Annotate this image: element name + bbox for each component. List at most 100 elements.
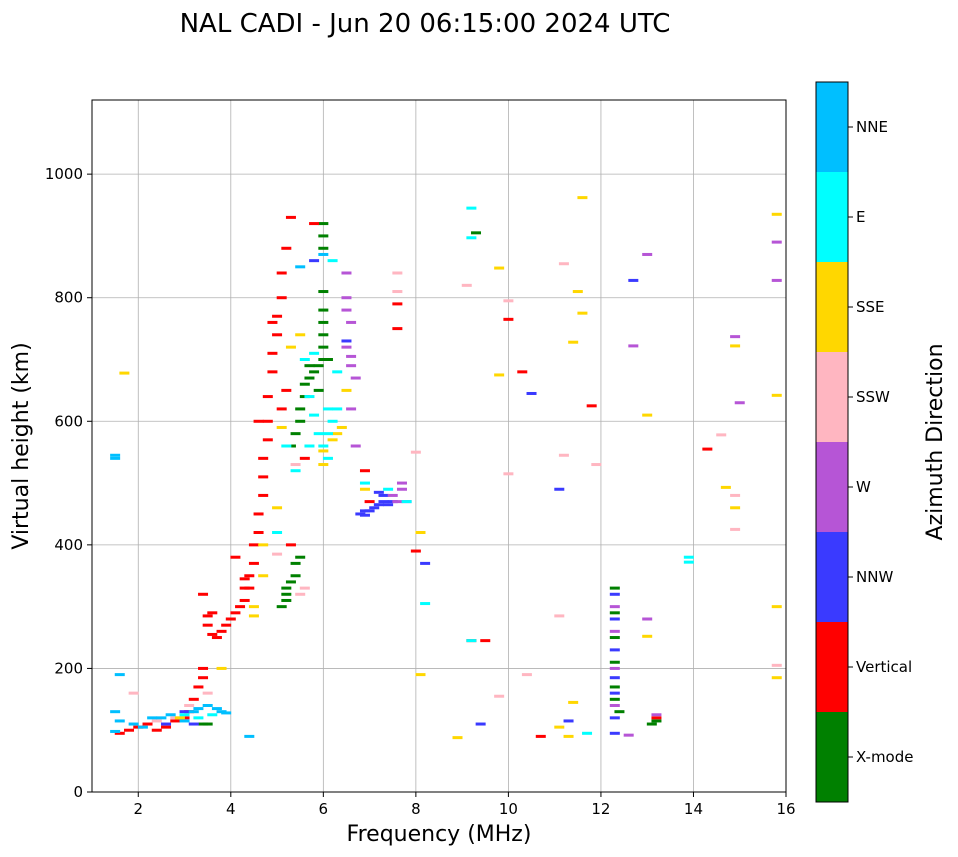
data-point xyxy=(642,617,653,621)
data-point xyxy=(466,236,477,240)
data-point xyxy=(373,490,384,494)
data-point xyxy=(170,719,181,723)
data-point xyxy=(276,605,287,609)
data-point xyxy=(364,509,375,513)
data-point xyxy=(535,734,546,738)
data-point xyxy=(572,290,583,294)
data-point xyxy=(563,719,574,723)
y-tick-label: 800 xyxy=(54,289,83,307)
data-point xyxy=(350,376,361,380)
y-tick-label: 0 xyxy=(73,783,83,801)
y-tick-label: 400 xyxy=(54,536,83,554)
data-point xyxy=(554,487,565,491)
data-point xyxy=(179,710,190,714)
colorbar-tick-label: Vertical xyxy=(856,658,912,676)
colorbar-label: Azimuth Direction xyxy=(923,343,948,540)
data-point xyxy=(609,676,620,680)
series-ssw xyxy=(128,262,782,723)
data-point xyxy=(558,262,569,266)
series-e xyxy=(179,206,694,735)
data-point xyxy=(285,345,296,349)
data-point xyxy=(211,707,222,711)
data-point xyxy=(327,259,338,263)
data-point xyxy=(276,425,287,429)
data-point xyxy=(262,395,273,399)
data-point xyxy=(771,240,782,244)
data-point xyxy=(609,697,620,701)
colorbar-tick-label: NNE xyxy=(856,118,888,136)
data-point xyxy=(346,364,357,368)
data-point xyxy=(290,469,301,473)
data-point xyxy=(378,493,389,497)
data-point xyxy=(253,531,264,534)
y-axis-label: Virtual height (km) xyxy=(9,342,34,549)
data-point xyxy=(309,222,320,226)
data-point xyxy=(221,711,232,715)
data-point xyxy=(503,299,514,303)
data-point xyxy=(244,574,255,578)
data-point xyxy=(290,561,301,565)
data-point xyxy=(313,388,324,392)
data-point xyxy=(114,731,125,735)
data-point xyxy=(258,574,269,578)
colorbar-swatch xyxy=(816,172,848,262)
data-point xyxy=(609,605,620,609)
data-point xyxy=(202,614,213,618)
data-point xyxy=(276,407,287,411)
data-point xyxy=(202,691,213,695)
data-point xyxy=(332,432,343,436)
data-point xyxy=(383,503,394,507)
data-point xyxy=(410,549,421,553)
data-point xyxy=(628,278,639,282)
data-point xyxy=(137,725,148,729)
data-point xyxy=(609,716,620,720)
data-point xyxy=(272,531,283,534)
data-point xyxy=(258,493,269,497)
data-point xyxy=(272,333,283,337)
data-point xyxy=(281,444,292,448)
x-tick-label: 6 xyxy=(319,800,329,818)
data-point xyxy=(281,388,292,392)
data-point xyxy=(281,586,292,590)
data-point xyxy=(350,444,361,448)
data-point xyxy=(609,648,620,652)
data-point xyxy=(230,555,241,559)
data-point xyxy=(341,339,352,343)
data-point xyxy=(179,713,190,717)
data-point xyxy=(554,725,565,729)
data-point xyxy=(503,317,514,321)
data-point xyxy=(290,432,301,436)
series-nne xyxy=(110,252,329,738)
data-point xyxy=(207,611,218,615)
data-point xyxy=(346,320,357,324)
data-point xyxy=(651,716,662,720)
data-point xyxy=(244,734,255,738)
x-axis: 2 4 6 8 10 12 14 16 xyxy=(133,792,796,818)
data-point xyxy=(318,345,329,349)
data-point xyxy=(322,407,333,411)
data-point xyxy=(734,401,745,405)
data-point xyxy=(341,345,352,349)
data-point xyxy=(248,614,259,618)
colorbar-swatch xyxy=(816,622,848,712)
data-point xyxy=(730,527,741,531)
x-tick-label: 2 xyxy=(133,800,143,818)
data-point xyxy=(202,623,213,627)
data-point xyxy=(114,719,125,723)
data-point xyxy=(730,335,741,339)
data-point xyxy=(318,252,329,256)
data-point xyxy=(771,278,782,282)
data-point xyxy=(258,475,269,479)
data-point xyxy=(193,716,204,720)
x-tick-label: 16 xyxy=(776,800,795,818)
colorbar: X-mode Vertical NNW W SSW SSE E NNE xyxy=(815,81,913,803)
data-point xyxy=(285,543,296,547)
data-point xyxy=(184,704,195,707)
x-tick-label: 8 xyxy=(411,800,421,818)
data-point xyxy=(281,598,292,602)
data-point xyxy=(295,592,306,596)
data-point xyxy=(110,456,121,460)
data-point xyxy=(420,602,431,606)
data-point xyxy=(313,432,324,436)
data-point xyxy=(628,344,639,348)
